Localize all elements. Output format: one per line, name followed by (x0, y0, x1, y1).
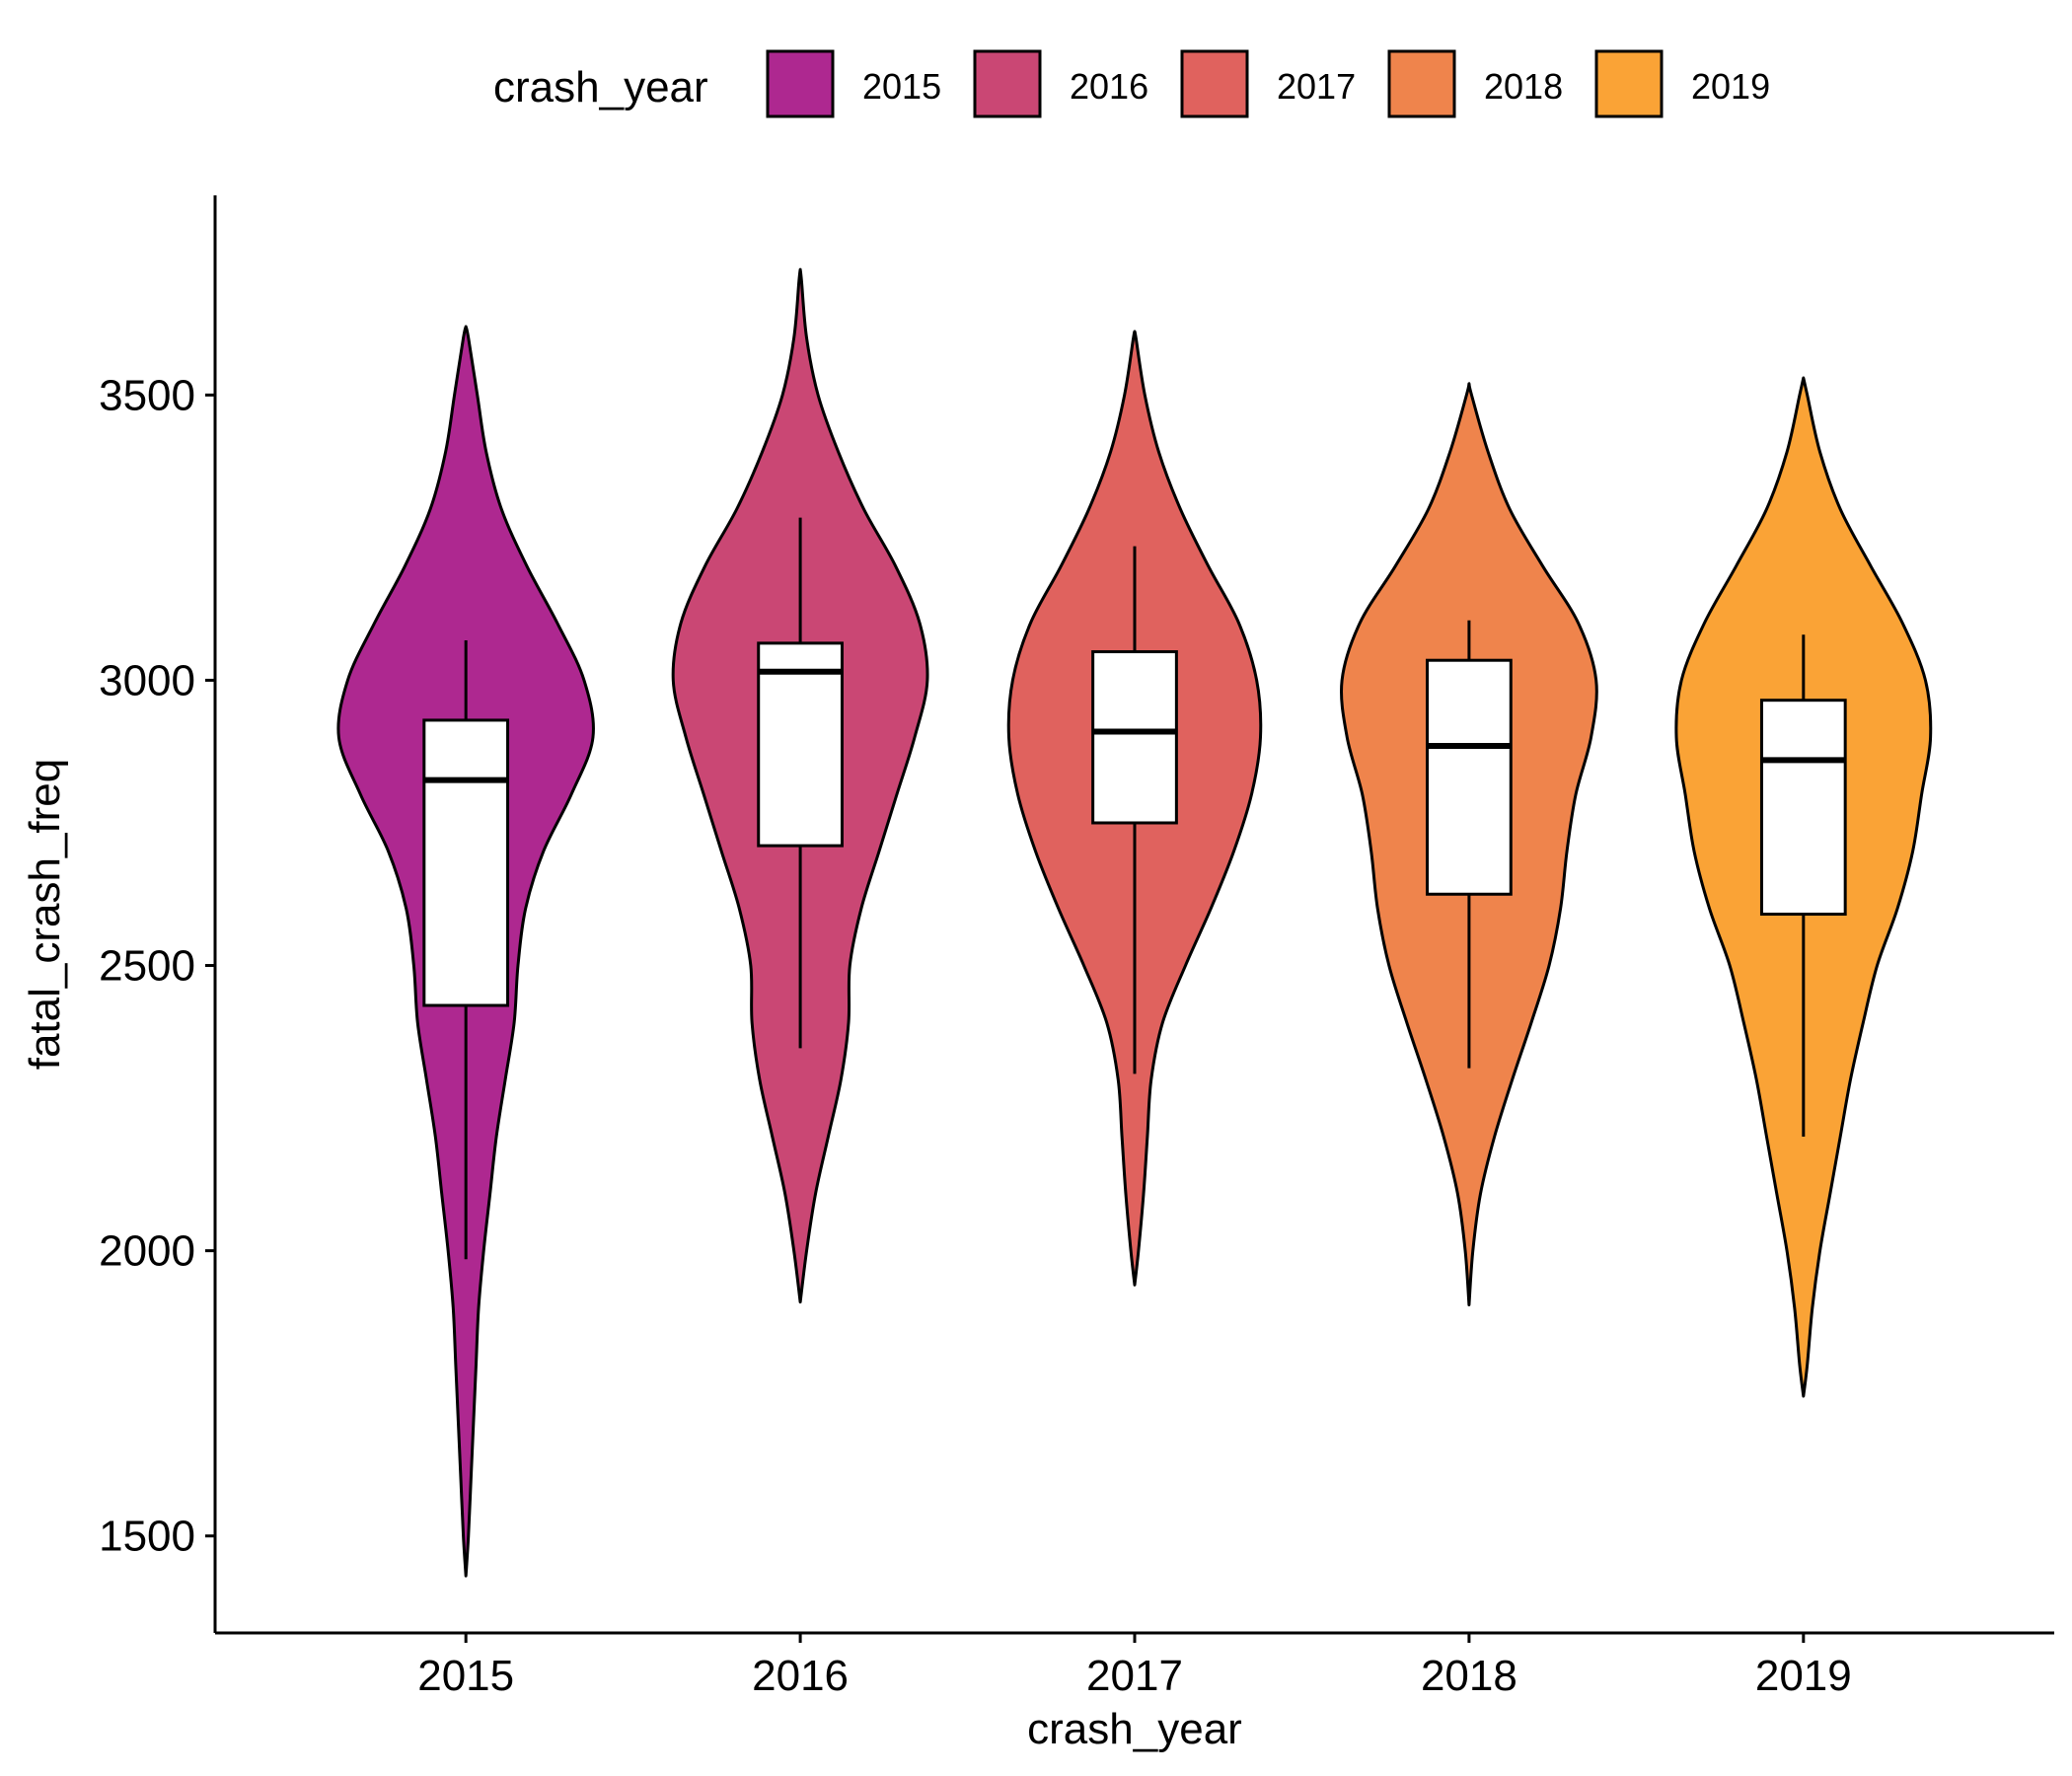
legend-item-2016: 2016 (973, 49, 1148, 118)
violin-group-2016 (671, 267, 929, 1304)
violin-group-2018 (1340, 382, 1598, 1307)
legend-label-2015: 2015 (862, 66, 941, 107)
x-tick-label-2016: 2016 (752, 1652, 849, 1700)
x-tick-label-2015: 2015 (417, 1652, 514, 1700)
legend-item-2018: 2018 (1387, 49, 1563, 118)
x-tick-label-2018: 2018 (1421, 1652, 1517, 1700)
box-2015 (422, 718, 510, 1007)
y-tick-label-2000: 2000 (99, 1227, 195, 1276)
axes: 1500 2000 2500 3000 3500 2015 2016 2017 2018 2019 (99, 195, 2054, 1700)
legend-key-2017 (1180, 49, 1249, 118)
y-tick-label-3500: 3500 (99, 371, 195, 419)
x-tick-label-2019: 2019 (1755, 1652, 1852, 1700)
box-2019 (1759, 699, 1847, 916)
box-2016 (757, 641, 844, 848)
legend-item-2017: 2017 (1180, 49, 1356, 118)
x-tick-label-2017: 2017 (1086, 1652, 1183, 1700)
violin-group-2017 (1006, 330, 1263, 1287)
legend-key-2018 (1387, 49, 1456, 118)
legend-key-2016 (973, 49, 1042, 118)
y-axis-title: fatal_crash_freq (21, 759, 69, 1071)
box-2018 (1426, 658, 1513, 896)
y-tick-label-3000: 3000 (99, 656, 195, 704)
legend-label-2018: 2018 (1484, 66, 1563, 107)
legend-item-2019: 2019 (1594, 49, 1770, 118)
x-axis-title: crash_year (1027, 1705, 1242, 1753)
box-2017 (1091, 650, 1178, 825)
legend-title: crash_year (493, 63, 708, 111)
violin-group-2019 (1674, 376, 1933, 1398)
legend-key-2019 (1594, 49, 1664, 118)
violin-group-2015 (336, 325, 595, 1578)
legend-item-2015: 2015 (766, 49, 941, 118)
legend-label-2019: 2019 (1691, 66, 1770, 107)
legend-key-2015 (766, 49, 835, 118)
y-tick-label-2500: 2500 (99, 942, 195, 991)
legend: crash_year 2015 2016 2017 2018 2019 (493, 49, 1770, 118)
legend-label-2017: 2017 (1277, 66, 1356, 107)
legend-label-2016: 2016 (1070, 66, 1148, 107)
plot-area (336, 267, 1933, 1578)
y-tick-label-1500: 1500 (99, 1513, 195, 1561)
